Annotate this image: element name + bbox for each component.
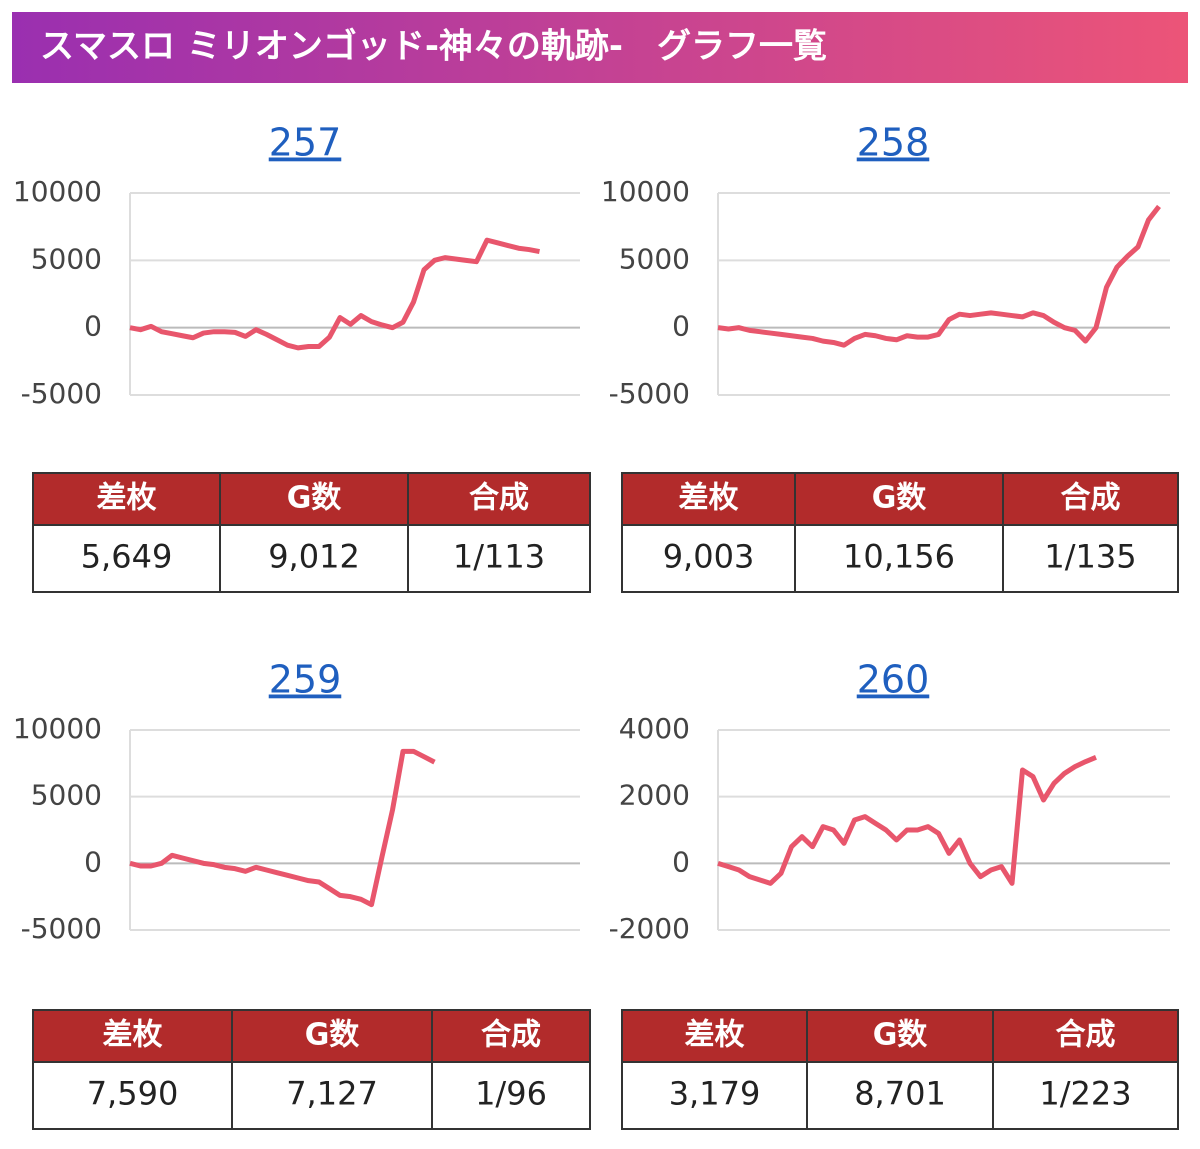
table-header-text: G数 bbox=[873, 1018, 929, 1053]
table-header-text: 差枚 bbox=[103, 1018, 163, 1053]
y-tick-label: -5000 bbox=[609, 377, 690, 410]
y-tick-label: 5000 bbox=[31, 779, 102, 812]
table-header-text: 差枚 bbox=[97, 481, 157, 516]
table-header-cell bbox=[407, 472, 591, 526]
chart-title[interactable]: 259 bbox=[269, 658, 342, 702]
chart-title[interactable]: 257 bbox=[269, 121, 342, 165]
table-cell bbox=[992, 1061, 1179, 1130]
y-tick-label: 10000 bbox=[13, 175, 102, 208]
table-cell-text: 10,156 bbox=[843, 538, 955, 576]
line-series bbox=[129, 237, 540, 351]
line-series bbox=[129, 748, 436, 908]
table-header-cell bbox=[32, 472, 221, 526]
chart-title[interactable]: 260 bbox=[857, 658, 930, 702]
page-title: スマスロ ミリオンゴッド-神々の軌跡- グラフ一覧 bbox=[40, 27, 827, 67]
table-cell-text: 1/113 bbox=[453, 538, 545, 576]
table-cell-text: 1/96 bbox=[475, 1075, 547, 1113]
table-cell-text: 9,003 bbox=[663, 538, 755, 576]
table-header-cell bbox=[806, 1009, 994, 1063]
table-header-text: G数 bbox=[305, 1018, 361, 1053]
table-cell bbox=[407, 524, 591, 593]
y-tick-label: 0 bbox=[672, 845, 690, 878]
table-header-cell bbox=[231, 1009, 433, 1063]
y-tick-label: -2000 bbox=[609, 912, 690, 945]
table-header-text: G数 bbox=[872, 481, 928, 516]
table-cell bbox=[794, 524, 1004, 593]
y-tick-label: 2000 bbox=[619, 779, 690, 812]
table-cell-text: 9,012 bbox=[268, 538, 360, 576]
table-cell-text: 1/135 bbox=[1044, 538, 1136, 576]
table-header-text: 合成 bbox=[1061, 481, 1121, 516]
table-header-cell bbox=[32, 1009, 233, 1063]
table-cell bbox=[32, 524, 221, 593]
chart-title[interactable]: 258 bbox=[857, 121, 930, 165]
y-tick-label: -5000 bbox=[21, 377, 102, 410]
table-cell-text: 5,649 bbox=[81, 538, 173, 576]
y-tick-label: 10000 bbox=[13, 712, 102, 745]
y-tick-label: 0 bbox=[672, 310, 690, 343]
table-header-text: G数 bbox=[287, 481, 343, 516]
table-cell bbox=[32, 1061, 233, 1130]
table-cell bbox=[1002, 524, 1179, 593]
table-header-text: 差枚 bbox=[685, 1018, 745, 1053]
table-cell bbox=[806, 1061, 994, 1130]
y-tick-label: 4000 bbox=[619, 712, 690, 745]
table-cell bbox=[231, 1061, 433, 1130]
y-tick-label: 10000 bbox=[601, 175, 690, 208]
y-tick-label: 0 bbox=[84, 845, 102, 878]
table-header-text: 合成 bbox=[481, 1018, 541, 1053]
table-header-text: 差枚 bbox=[679, 481, 739, 516]
y-tick-label: 5000 bbox=[619, 242, 690, 275]
line-series bbox=[717, 204, 1161, 348]
table-header-cell bbox=[431, 1009, 591, 1063]
y-tick-label: 5000 bbox=[31, 242, 102, 275]
y-tick-label: -5000 bbox=[21, 912, 102, 945]
table-header-cell bbox=[621, 472, 796, 526]
header-bar bbox=[12, 12, 1188, 83]
table-header-cell bbox=[794, 472, 1004, 526]
line-series bbox=[717, 755, 1097, 886]
table-header-text: 合成 bbox=[1056, 1018, 1116, 1053]
table-cell-text: 1/223 bbox=[1039, 1075, 1131, 1113]
table-cell-text: 7,590 bbox=[87, 1075, 179, 1113]
table-cell bbox=[431, 1061, 591, 1130]
table-header-text: 合成 bbox=[469, 481, 529, 516]
y-tick-label: 0 bbox=[84, 310, 102, 343]
table-cell-text: 8,701 bbox=[854, 1075, 946, 1113]
table-header-cell bbox=[1002, 472, 1179, 526]
table-cell-text: 7,127 bbox=[286, 1075, 378, 1113]
table-cell-text: 3,179 bbox=[669, 1075, 761, 1113]
